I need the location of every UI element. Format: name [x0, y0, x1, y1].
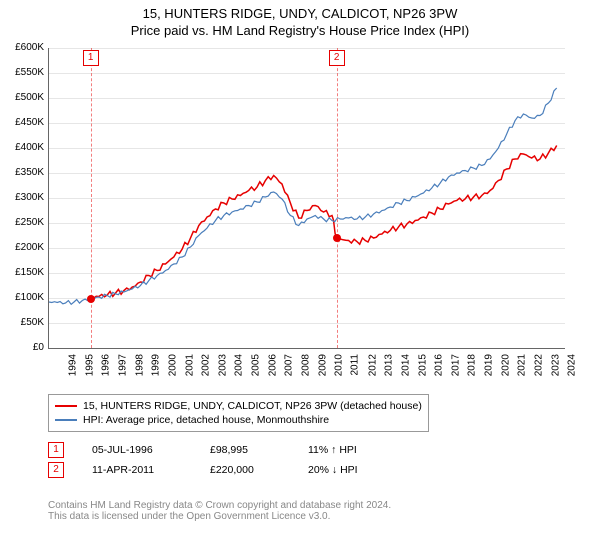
ytick-label: £100K	[8, 292, 44, 303]
footer-line2: This data is licensed under the Open Gov…	[48, 511, 391, 522]
xtick-label: 1996	[101, 354, 112, 376]
xtick-label: 2013	[384, 354, 395, 376]
legend-item: 15, HUNTERS RIDGE, UNDY, CALDICOT, NP26 …	[55, 399, 422, 413]
xtick-label: 1997	[117, 354, 128, 376]
xtick-label: 2010	[334, 354, 345, 376]
xtick-label: 2000	[167, 354, 178, 376]
xtick-label: 2007	[284, 354, 295, 376]
xtick-label: 2022	[533, 354, 544, 376]
footer-line1: Contains HM Land Registry data © Crown c…	[48, 500, 391, 511]
xtick-label: 2009	[317, 354, 328, 376]
legend-item: HPI: Average price, detached house, Monm…	[55, 413, 422, 427]
chart-subtitle: Price paid vs. HM Land Registry's House …	[0, 21, 600, 38]
transaction-table: 105-JUL-1996£98,99511% ↑ HPI211-APR-2011…	[48, 440, 358, 480]
ytick-label: £600K	[8, 42, 44, 53]
xtick-label: 2024	[567, 354, 578, 376]
ytick-label: £300K	[8, 192, 44, 203]
xtick-label: 2014	[400, 354, 411, 376]
ytick-label: £550K	[8, 67, 44, 78]
xtick-label: 2002	[200, 354, 211, 376]
xtick-label: 2015	[417, 354, 428, 376]
transaction-marker: 2	[329, 50, 345, 66]
xtick-label: 1998	[134, 354, 145, 376]
plot-area: 12	[48, 48, 565, 349]
transaction-marker: 1	[83, 50, 99, 66]
chart-container: 15, HUNTERS RIDGE, UNDY, CALDICOT, NP26 …	[0, 0, 600, 560]
xtick-label: 2018	[467, 354, 478, 376]
xtick-label: 2005	[250, 354, 261, 376]
xtick-label: 2019	[483, 354, 494, 376]
ytick-label: £50K	[8, 317, 44, 328]
footer-attribution: Contains HM Land Registry data © Crown c…	[48, 500, 391, 522]
legend: 15, HUNTERS RIDGE, UNDY, CALDICOT, NP26 …	[48, 394, 429, 432]
xtick-label: 2020	[500, 354, 511, 376]
xtick-label: 2017	[450, 354, 461, 376]
ytick-label: £450K	[8, 117, 44, 128]
xtick-label: 2004	[234, 354, 245, 376]
xtick-label: 2011	[349, 354, 360, 376]
xtick-label: 1999	[150, 354, 161, 376]
ytick-label: £0	[8, 342, 44, 353]
xtick-label: 2003	[217, 354, 228, 376]
xtick-label: 2012	[367, 354, 378, 376]
series-property	[91, 146, 557, 299]
ytick-label: £400K	[8, 142, 44, 153]
xtick-label: 2001	[184, 354, 195, 376]
xtick-label: 2006	[267, 354, 278, 376]
xtick-label: 2016	[433, 354, 444, 376]
ytick-label: £350K	[8, 167, 44, 178]
xtick-label: 1995	[84, 354, 95, 376]
ytick-label: £200K	[8, 242, 44, 253]
xtick-label: 2023	[550, 354, 561, 376]
ytick-label: £250K	[8, 217, 44, 228]
chart-title: 15, HUNTERS RIDGE, UNDY, CALDICOT, NP26 …	[0, 0, 600, 21]
transaction-row: 211-APR-2011£220,00020% ↓ HPI	[48, 460, 358, 480]
ytick-label: £500K	[8, 92, 44, 103]
ytick-label: £150K	[8, 267, 44, 278]
xtick-label: 1994	[67, 354, 78, 376]
xtick-label: 2008	[300, 354, 311, 376]
transaction-row: 105-JUL-1996£98,99511% ↑ HPI	[48, 440, 358, 460]
xtick-label: 2021	[517, 354, 528, 376]
